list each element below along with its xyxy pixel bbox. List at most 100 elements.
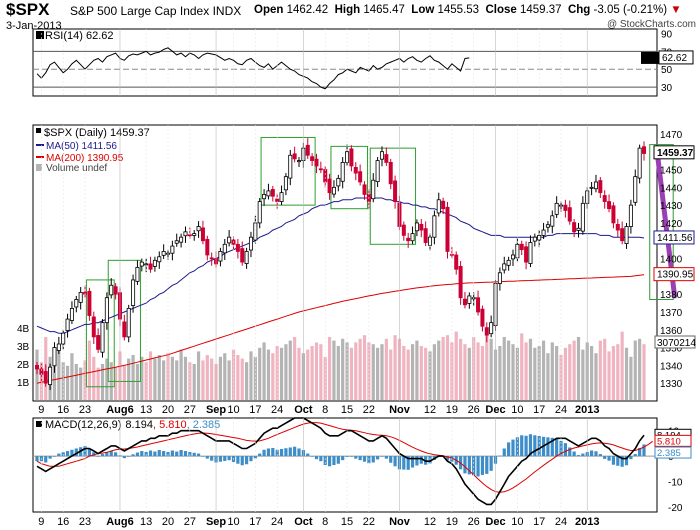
volume-bar	[140, 356, 144, 400]
date-label-bottom: Dec	[485, 516, 505, 528]
macd-hist-bar	[183, 451, 188, 457]
macd-last-box	[654, 434, 692, 447]
volume-bar	[476, 342, 480, 400]
candle-body	[563, 204, 568, 211]
high-label: High	[334, 4, 361, 16]
candle-body	[406, 237, 411, 242]
volume-bar	[293, 337, 297, 400]
candle-body	[607, 201, 612, 210]
candle-body	[602, 195, 607, 202]
date-label-bottom: Sep	[206, 516, 226, 528]
volume-bar	[135, 364, 140, 400]
volume-bar	[57, 349, 61, 400]
legend-volume: Volume undef	[46, 163, 107, 174]
macd-hist-bar	[279, 448, 284, 457]
macd-hist-bar	[253, 456, 257, 459]
candle-body	[305, 144, 310, 156]
legend-price-swatch	[36, 128, 41, 133]
macd-tick-label: -20	[668, 503, 683, 514]
candle-body	[576, 227, 581, 231]
price-tick-label: 1350	[660, 344, 683, 355]
volume-bar	[362, 335, 367, 400]
legend-volume-swatch	[36, 164, 42, 171]
macd-hist-bar	[284, 448, 288, 457]
macd-hist-bar	[245, 456, 249, 465]
open-value: 1462.42	[286, 4, 329, 16]
macd-hist-bar	[327, 456, 332, 467]
volume-bar	[589, 346, 594, 400]
date-label-bottom: 17	[249, 516, 261, 528]
date-label-top: 19	[446, 404, 458, 416]
macd-hist-bar	[594, 451, 598, 457]
open-label: Open	[254, 4, 284, 16]
volume-bar	[100, 364, 105, 400]
candle-body	[615, 223, 620, 231]
candle-body	[52, 347, 57, 367]
volume-bar	[227, 360, 231, 400]
candle-body	[340, 161, 345, 182]
macd-hist-bar	[323, 456, 327, 465]
macd-hist-bar	[511, 439, 515, 457]
candle-body	[318, 168, 323, 171]
macd-hist-bar	[341, 456, 345, 461]
volume-tick-label: 2B	[17, 360, 30, 371]
price-frame	[32, 124, 658, 402]
candle-body	[506, 259, 511, 266]
macd-hist-bar	[589, 450, 594, 457]
date-label-top: 17	[249, 404, 261, 416]
candle-body	[209, 257, 214, 260]
volume-bar	[279, 347, 284, 400]
volume-bar	[624, 347, 629, 400]
candle-body	[74, 299, 79, 308]
date-label-bottom: Oct	[294, 516, 313, 528]
last-ma200-label: 1390.95	[657, 270, 694, 281]
volume-bar	[358, 338, 362, 400]
candle-body	[183, 231, 188, 237]
candle-body	[476, 297, 481, 313]
date-label-bottom: 9	[38, 516, 44, 528]
macd-hist-bar	[262, 449, 266, 457]
candle-body	[393, 180, 398, 202]
candle-body	[113, 286, 118, 295]
macd-hist-bar	[65, 451, 70, 457]
date-label-top: 9	[38, 404, 44, 416]
candle-body	[196, 226, 201, 232]
macd-hist-bar	[157, 450, 161, 457]
candle-body	[244, 251, 249, 264]
volume-bar	[175, 360, 179, 400]
date-label-bottom: 10	[227, 516, 239, 528]
ohlc-summary: Open 1462.42 High 1465.47 Low 1455.53 Cl…	[254, 4, 682, 16]
candle-body	[423, 228, 428, 243]
volume-bar	[410, 344, 415, 400]
volume-bar	[262, 342, 266, 400]
date-label-top: 23	[79, 404, 91, 416]
macd-legend-title: MACD(12,26,9)	[45, 419, 121, 431]
candle-body	[419, 223, 424, 231]
candle-body	[266, 190, 271, 197]
candle-body	[349, 148, 354, 167]
candle-body	[35, 364, 40, 370]
volume-bar	[472, 337, 476, 400]
candle-body	[91, 316, 96, 338]
macd-legend-signal-sep: ,	[153, 419, 159, 431]
candle-body	[104, 297, 109, 324]
macd-hist-bar	[419, 456, 423, 464]
macd-hist-bar	[550, 437, 554, 457]
volume-bar	[192, 364, 196, 400]
candle-body	[441, 200, 446, 210]
candle-body	[200, 227, 205, 242]
high-value: 1465.47	[363, 4, 405, 16]
volume-bar	[240, 358, 244, 400]
macd-hist-bar	[122, 456, 126, 459]
volume-bar	[389, 349, 393, 400]
volume-bar	[223, 353, 227, 400]
volume-bar	[349, 347, 354, 400]
volume-bar	[96, 367, 100, 400]
volume-bar	[598, 340, 602, 400]
macd-hist-bar	[572, 451, 576, 457]
candle-body	[414, 222, 419, 232]
candle-body	[642, 146, 647, 154]
candle-body	[624, 226, 629, 244]
volume-bar	[218, 356, 223, 400]
